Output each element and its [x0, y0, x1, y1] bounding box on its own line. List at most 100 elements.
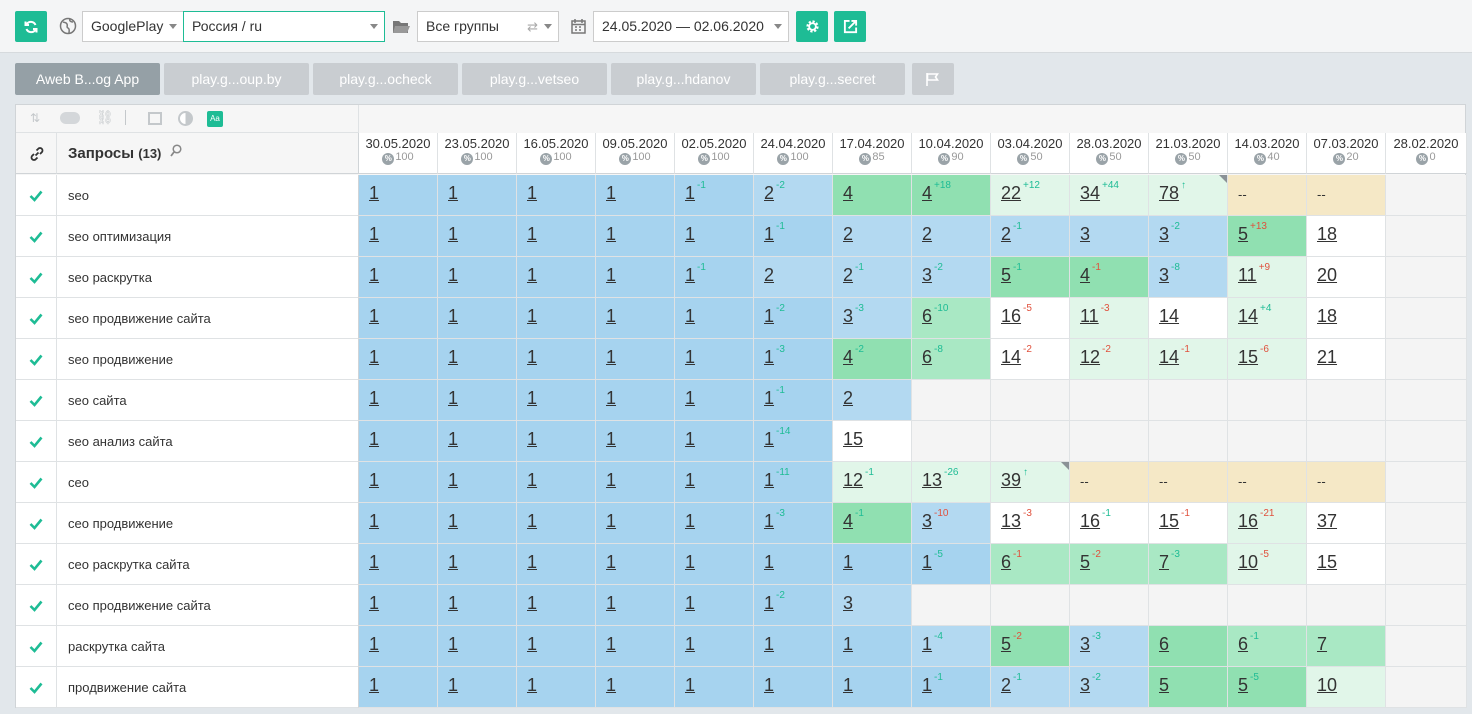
position-cell[interactable]: 1 -3	[754, 339, 833, 380]
position-value[interactable]: 4 -1	[1080, 262, 1101, 286]
position-value[interactable]: 1 -14	[764, 426, 790, 450]
position-cell[interactable]: 4 +18	[912, 175, 991, 216]
position-value[interactable]: 18	[1317, 224, 1337, 245]
position-cell[interactable]: 1	[517, 503, 596, 544]
position-number[interactable]: 1	[369, 183, 380, 203]
position-cell[interactable]: 1	[675, 585, 754, 626]
position-number[interactable]: 2	[843, 265, 854, 285]
position-cell[interactable]: 5 +13	[1228, 216, 1307, 257]
position-number[interactable]: 1	[606, 675, 617, 695]
position-number[interactable]: 1	[527, 593, 538, 613]
position-cell[interactable]: 13 -26	[912, 462, 991, 503]
position-cell[interactable]: 16 -5	[991, 298, 1070, 339]
contrast-icon[interactable]	[178, 111, 193, 126]
position-number[interactable]: 4	[843, 183, 854, 203]
position-value[interactable]: 1	[685, 511, 695, 532]
position-number[interactable]: 1	[448, 675, 459, 695]
position-value[interactable]: 3 -2	[1159, 221, 1180, 245]
position-number[interactable]: 1	[764, 388, 775, 408]
row-checkbox[interactable]	[16, 503, 57, 544]
position-cell[interactable]: 3	[1070, 216, 1149, 257]
position-cell[interactable]: 10 -5	[1228, 544, 1307, 585]
position-value[interactable]: 7	[1317, 634, 1327, 655]
sort-icon[interactable]: ⇅	[30, 111, 41, 125]
position-number[interactable]: 1	[606, 552, 617, 572]
position-number[interactable]: 1	[369, 552, 380, 572]
position-value[interactable]: --	[1159, 470, 1168, 491]
position-number[interactable]: 16	[1001, 306, 1022, 326]
position-value[interactable]: 2 -1	[1001, 221, 1022, 245]
position-cell[interactable]: 1	[517, 175, 596, 216]
position-cell[interactable]: 15	[833, 421, 912, 462]
position-cell[interactable]: 3 -2	[1070, 667, 1149, 708]
position-value[interactable]: 1	[606, 511, 616, 532]
position-value[interactable]: 14 +4	[1238, 303, 1271, 327]
position-cell[interactable]: 5 -1	[991, 257, 1070, 298]
position-number[interactable]: 1	[685, 552, 696, 572]
position-value[interactable]: 1	[369, 675, 379, 696]
position-value[interactable]: 3 -10	[922, 508, 948, 532]
position-number[interactable]: 1	[369, 511, 380, 531]
position-number[interactable]: 1	[764, 224, 775, 244]
position-cell[interactable]: 4	[833, 175, 912, 216]
position-number[interactable]: 1	[764, 429, 775, 449]
position-number[interactable]: 1	[527, 265, 538, 285]
position-cell[interactable]: --	[1149, 462, 1228, 503]
position-cell[interactable]: 14 +4	[1228, 298, 1307, 339]
position-value[interactable]: 4 -2	[843, 344, 864, 368]
position-number[interactable]: 18	[1317, 306, 1338, 326]
position-number[interactable]: 22	[1001, 183, 1022, 203]
position-cell[interactable]: 1	[359, 503, 438, 544]
position-cell[interactable]: 78 ↑	[1149, 175, 1228, 216]
position-value[interactable]: 5 +13	[1238, 221, 1267, 245]
position-value[interactable]: 6 -10	[922, 303, 948, 327]
tab-project-4[interactable]: play.g...vetseo	[462, 63, 607, 95]
position-value[interactable]: 20	[1317, 265, 1337, 286]
position-cell[interactable]: 1	[675, 421, 754, 462]
position-cell[interactable]: 1	[754, 626, 833, 667]
date-column-header[interactable]: 07.03.2020% 20	[1307, 133, 1386, 174]
position-value[interactable]: 15 -6	[1238, 344, 1269, 368]
position-number[interactable]: --	[1238, 187, 1247, 202]
position-number[interactable]: 2	[764, 183, 775, 203]
position-cell[interactable]: 15 -1	[1149, 503, 1228, 544]
position-number[interactable]: 1	[685, 675, 696, 695]
position-number[interactable]: 2	[843, 388, 854, 408]
position-number[interactable]: 1	[369, 306, 380, 326]
position-number[interactable]: 1	[369, 593, 380, 613]
position-number[interactable]: 15	[1159, 511, 1180, 531]
position-value[interactable]: 1	[764, 552, 774, 573]
position-cell[interactable]: 5 -2	[991, 626, 1070, 667]
position-value[interactable]: 1	[527, 511, 537, 532]
position-number[interactable]: 1	[448, 265, 459, 285]
position-cell[interactable]: 1	[754, 667, 833, 708]
position-cell[interactable]: 6 -1	[991, 544, 1070, 585]
position-value[interactable]: 1 -1	[685, 180, 706, 204]
position-value[interactable]: 1	[369, 593, 379, 614]
row-checkbox[interactable]	[16, 216, 57, 257]
position-cell[interactable]: 1	[517, 298, 596, 339]
position-value[interactable]: 1	[448, 224, 458, 245]
position-value[interactable]: 1	[369, 183, 379, 204]
position-cell[interactable]: 1	[675, 298, 754, 339]
position-value[interactable]: 13 -26	[922, 467, 958, 491]
position-number[interactable]: 18	[1317, 224, 1338, 244]
position-cell[interactable]: 2	[833, 216, 912, 257]
row-checkbox[interactable]	[16, 380, 57, 421]
position-cell[interactable]: 1	[596, 626, 675, 667]
position-value[interactable]: 1	[527, 593, 537, 614]
position-number[interactable]: 3	[922, 511, 933, 531]
position-number[interactable]: 1	[448, 306, 459, 326]
position-value[interactable]: 1	[685, 634, 695, 655]
position-value[interactable]: 1	[369, 347, 379, 368]
position-cell[interactable]: 2 -1	[991, 216, 1070, 257]
position-number[interactable]: 2	[843, 224, 854, 244]
position-value[interactable]: 2	[843, 388, 853, 409]
position-value[interactable]: 4 +18	[922, 180, 951, 204]
position-value[interactable]: 1	[448, 306, 458, 327]
position-value[interactable]: 1	[685, 347, 695, 368]
position-cell[interactable]: 6 -1	[1228, 626, 1307, 667]
position-number[interactable]: 1	[764, 634, 775, 654]
position-number[interactable]: 3	[1159, 265, 1170, 285]
position-value[interactable]: 16 -1	[1080, 508, 1111, 532]
